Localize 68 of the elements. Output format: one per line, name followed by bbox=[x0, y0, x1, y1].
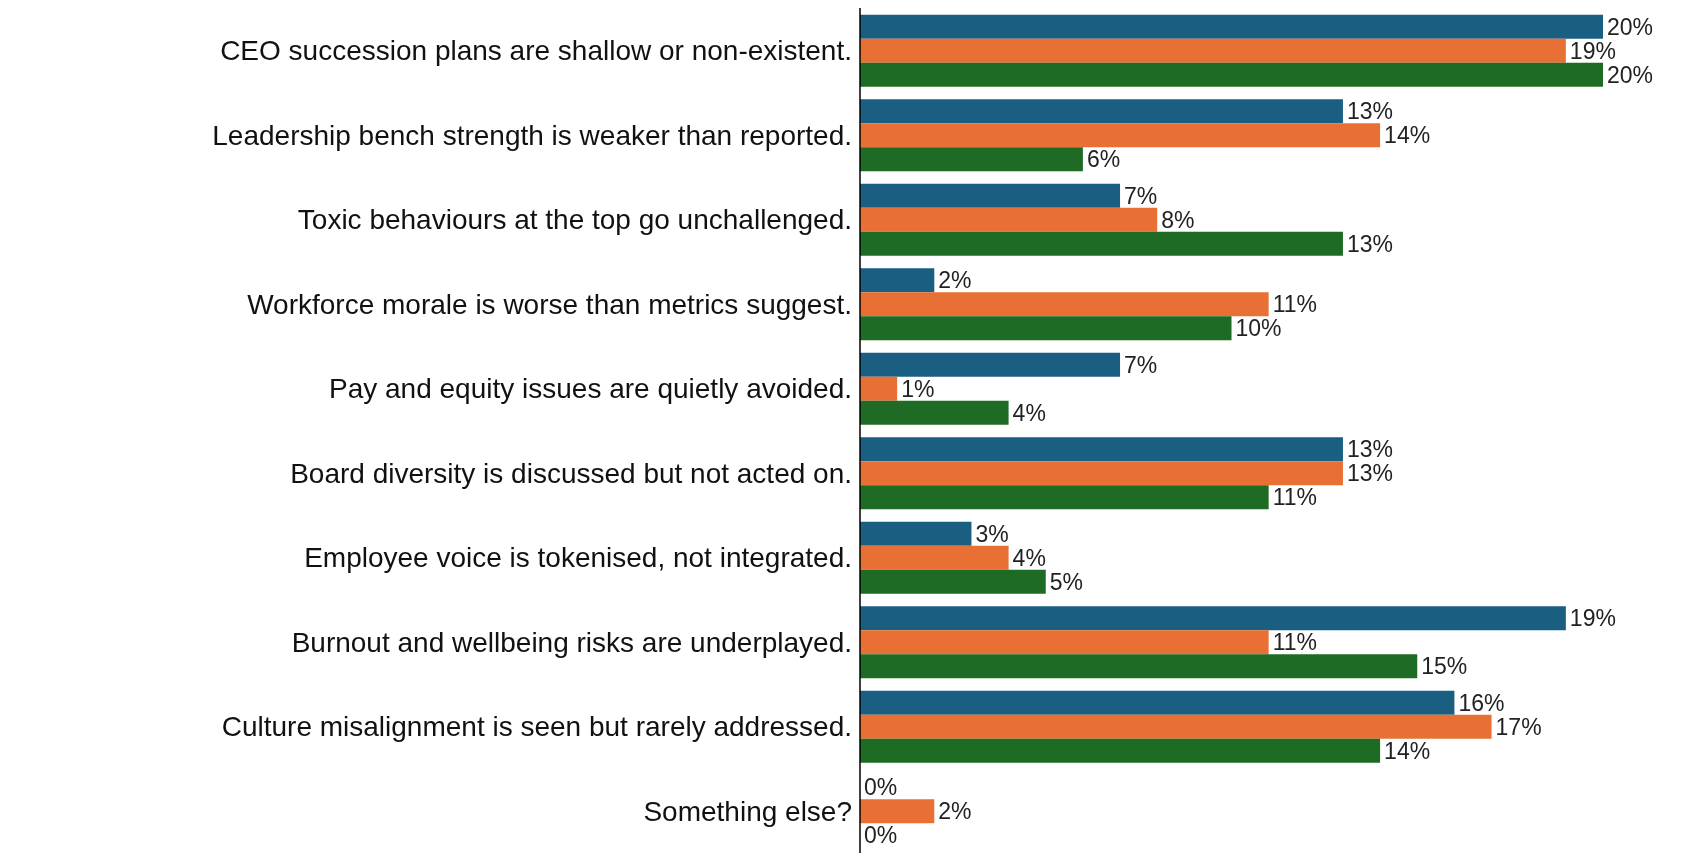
y-tick-label: Pay and equity issues are quietly avoided. bbox=[329, 373, 852, 405]
data-label: 11% bbox=[1272, 291, 1317, 318]
data-label: 0% bbox=[864, 822, 898, 849]
data-label: 15% bbox=[1421, 653, 1468, 680]
bar bbox=[860, 376, 898, 401]
data-label: 6% bbox=[1086, 146, 1121, 173]
data-label: 16% bbox=[1458, 689, 1505, 716]
bar bbox=[860, 14, 1603, 39]
bar bbox=[860, 521, 972, 546]
data-label: 11% bbox=[1272, 484, 1317, 511]
data-label: 13% bbox=[1346, 460, 1393, 487]
data-label: 5% bbox=[1049, 568, 1083, 595]
bar bbox=[860, 714, 1492, 739]
bar bbox=[860, 99, 1343, 124]
y-tick-label: Something else? bbox=[643, 795, 852, 827]
data-label: 20% bbox=[1607, 61, 1654, 88]
bar bbox=[860, 316, 1232, 341]
data-label: 1% bbox=[901, 375, 935, 402]
bar bbox=[860, 207, 1158, 232]
y-tick-label: Leadership bench strength is weaker than reported. bbox=[212, 119, 852, 151]
bar bbox=[860, 268, 935, 293]
bar bbox=[860, 183, 1121, 208]
bar bbox=[860, 799, 935, 824]
data-label: 13% bbox=[1346, 98, 1393, 125]
bar bbox=[860, 292, 1269, 317]
data-label: 4% bbox=[1012, 399, 1046, 426]
bar bbox=[860, 231, 1343, 256]
data-label: 13% bbox=[1346, 436, 1393, 463]
data-label: 4% bbox=[1012, 544, 1046, 571]
y-tick-label: Workforce morale is worse than metrics suggest. bbox=[247, 288, 852, 320]
y-tick-label: CEO succession plans are shallow or non-existent. bbox=[220, 35, 852, 67]
bar bbox=[860, 147, 1083, 172]
bar bbox=[860, 485, 1269, 510]
data-label: 2% bbox=[938, 267, 972, 294]
bar bbox=[860, 545, 1009, 570]
data-label: 20% bbox=[1607, 13, 1654, 40]
data-label: 14% bbox=[1384, 737, 1431, 764]
data-label: 10% bbox=[1235, 315, 1282, 342]
y-tick-label: Burnout and wellbeing risks are underplayed. bbox=[291, 626, 852, 658]
bar bbox=[860, 437, 1343, 462]
bar bbox=[860, 606, 1566, 631]
data-label: 14% bbox=[1384, 122, 1431, 149]
data-label: 0% bbox=[864, 774, 898, 801]
y-tick-label: Culture misalignment is seen but rarely addressed. bbox=[221, 711, 852, 743]
bar bbox=[860, 62, 1603, 87]
y-tick-label: Board diversity is discussed but not acted on. bbox=[290, 457, 852, 489]
data-label: 11% bbox=[1272, 629, 1317, 656]
bar bbox=[860, 123, 1381, 148]
bar bbox=[860, 690, 1455, 715]
data-label: 8% bbox=[1161, 206, 1195, 233]
bar bbox=[860, 569, 1046, 594]
data-label: 13% bbox=[1346, 230, 1393, 257]
data-label: 7% bbox=[1124, 351, 1158, 378]
y-tick-label: Employee voice is tokenised, not integrated. bbox=[304, 542, 852, 574]
bar bbox=[860, 400, 1009, 425]
data-label: 7% bbox=[1124, 182, 1158, 209]
data-label: 19% bbox=[1569, 37, 1616, 64]
bar bbox=[860, 352, 1121, 377]
bar bbox=[860, 461, 1343, 486]
bar bbox=[860, 738, 1381, 763]
bar bbox=[860, 38, 1566, 63]
data-label: 3% bbox=[975, 520, 1009, 547]
data-label: 2% bbox=[938, 798, 972, 825]
data-label: 17% bbox=[1495, 713, 1542, 740]
bar bbox=[860, 654, 1418, 679]
y-tick-label: Toxic behaviours at the top go unchallenged. bbox=[297, 204, 852, 236]
bar bbox=[860, 630, 1269, 655]
data-label: 19% bbox=[1569, 605, 1616, 632]
